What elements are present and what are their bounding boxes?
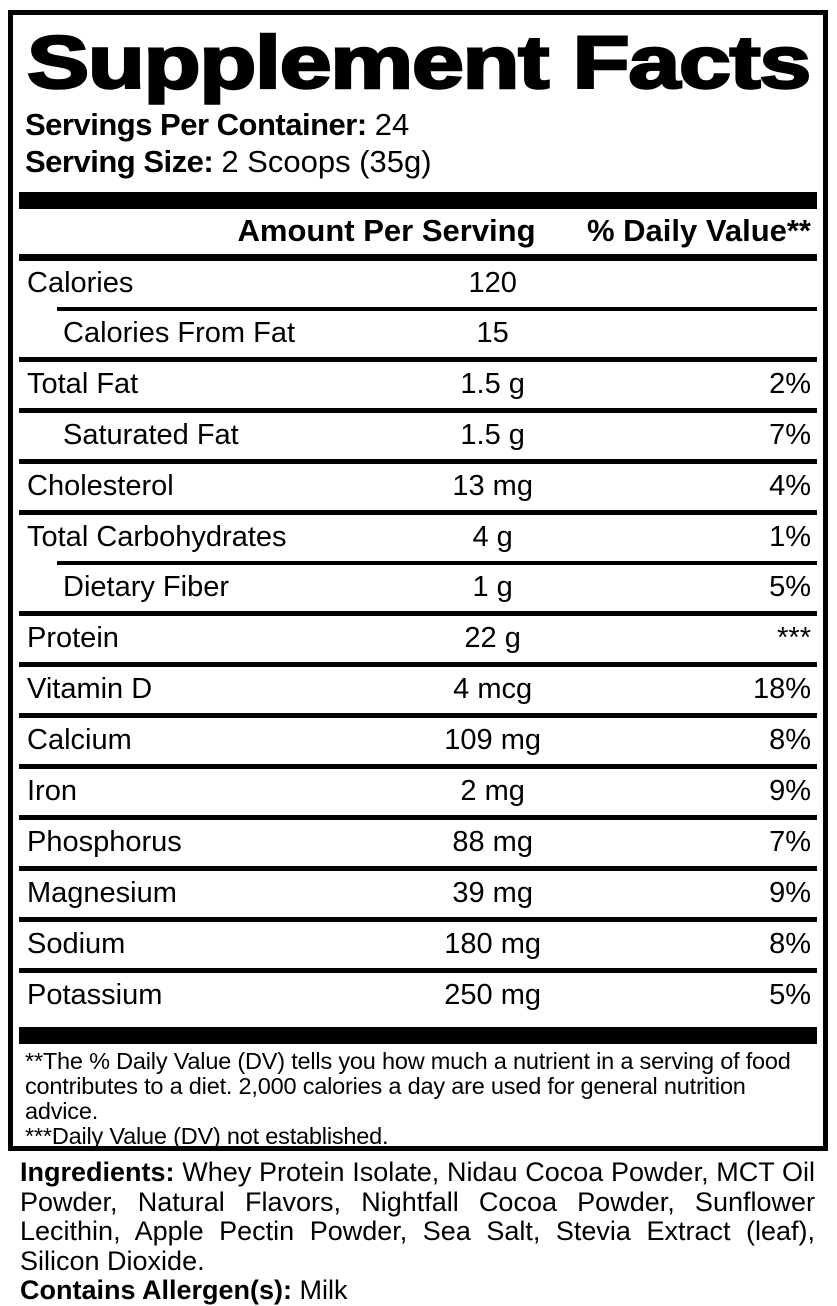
daily-value-footnote: **The % Daily Value (DV) tells you how m… bbox=[25, 1048, 791, 1124]
row-separator bbox=[19, 815, 817, 820]
row-separator bbox=[57, 307, 817, 311]
row-separator bbox=[19, 662, 817, 667]
row-separator bbox=[19, 510, 817, 515]
nutrient-row: Vitamin D 4 mcg 18% bbox=[25, 667, 811, 713]
nutrient-daily-value: 8% bbox=[769, 928, 811, 960]
daily-value-header: % Daily Value** bbox=[586, 213, 811, 248]
supplement-facts-label: { "title": "Supplement Facts", "servings… bbox=[8, 10, 828, 1305]
nutrient-name: Saturated Fat bbox=[63, 419, 239, 451]
nutrient-row: Cholesterol 13 mg 4% bbox=[25, 464, 811, 510]
row-separator bbox=[19, 968, 817, 973]
row-separator bbox=[19, 917, 817, 922]
table-header-row: Amount Per Serving % Daily Value** bbox=[25, 209, 811, 254]
nutrient-row: Phosphorus 88 mg 7% bbox=[25, 820, 811, 866]
nutrient-name: Calories From Fat bbox=[63, 317, 296, 349]
nutrient-amount: 250 mg bbox=[444, 979, 542, 1011]
nutrient-daily-value: 8% bbox=[769, 724, 811, 756]
ingredients-value: Whey Protein Isolate, Nidau Cocoa Powder… bbox=[20, 1157, 815, 1276]
nutrient-daily-value: 7% bbox=[769, 419, 811, 451]
row-separator bbox=[19, 357, 817, 362]
servings-per-container-label: Servings Per Container: bbox=[25, 107, 367, 142]
nutrient-row: Magnesium 39 mg 9% bbox=[25, 871, 811, 917]
nutrient-name: Calcium bbox=[27, 724, 132, 756]
nutrient-daily-value: 9% bbox=[769, 877, 811, 909]
nutrient-daily-value: 2% bbox=[769, 368, 811, 400]
nutrient-amount: 88 mg bbox=[452, 826, 533, 858]
nutrient-amount: 1.5 g bbox=[460, 368, 525, 400]
nutrient-daily-value: 1% bbox=[769, 521, 811, 553]
nutrient-row: Calcium 109 mg 8% bbox=[25, 718, 811, 764]
row-separator bbox=[19, 866, 817, 871]
ingredients-section: Ingredients: Whey Protein Isolate, Nidau… bbox=[20, 1157, 815, 1306]
nutrient-row: Dietary Fiber 1 g 5% bbox=[25, 565, 811, 611]
panel-title-text: Supplement Facts bbox=[27, 22, 810, 104]
thick-divider-bottom bbox=[19, 1027, 817, 1044]
nutrient-amount: 2 mg bbox=[460, 775, 525, 807]
panel-title: Supplement Facts bbox=[26, 22, 813, 105]
row-separator bbox=[19, 611, 817, 616]
nutrient-name: Cholesterol bbox=[27, 470, 174, 502]
ingredients-label: Ingredients: bbox=[20, 1157, 175, 1187]
ingredients-line: Ingredients: Whey Protein Isolate, Nidau… bbox=[20, 1157, 815, 1276]
facts-panel: Supplement Facts Servings Per Container:… bbox=[8, 10, 828, 1151]
allergen-line: Contains Allergen(s): Milk bbox=[20, 1275, 815, 1306]
nutrient-name: Total Fat bbox=[27, 368, 139, 400]
not-established-footnote: ***Daily Value (DV) not established. bbox=[25, 1123, 389, 1149]
nutrient-row: Total Fat 1.5 g 2% bbox=[25, 362, 811, 408]
nutrient-amount: 15 bbox=[476, 317, 509, 349]
nutrient-daily-value: 9% bbox=[769, 775, 811, 807]
allergen-label: Contains Allergen(s): bbox=[20, 1275, 293, 1305]
footnotes: **The % Daily Value (DV) tells you how m… bbox=[25, 1044, 811, 1149]
nutrient-amount: 39 mg bbox=[452, 877, 533, 909]
header-underline bbox=[19, 254, 817, 261]
allergen-value: Milk bbox=[292, 1275, 348, 1305]
nutrient-row: Iron 2 mg 9% bbox=[25, 769, 811, 815]
row-separator bbox=[19, 713, 817, 718]
nutrient-row: Protein 22 g *** bbox=[25, 616, 811, 662]
nutrient-row: Saturated Fat 1.5 g 7% bbox=[25, 413, 811, 459]
nutrient-table-body: Calories 120 Calories From Fat 15 Total … bbox=[19, 261, 817, 1019]
thick-divider-top bbox=[19, 192, 817, 209]
nutrient-row: Sodium 180 mg 8% bbox=[25, 922, 811, 968]
nutrient-daily-value: 5% bbox=[769, 571, 811, 603]
nutrient-row: Potassium 250 mg 5% bbox=[25, 973, 811, 1019]
nutrient-name: Phosphorus bbox=[27, 826, 182, 858]
nutrient-name: Magnesium bbox=[27, 877, 177, 909]
serving-size-label: Serving Size: bbox=[25, 144, 214, 179]
nutrient-name: Iron bbox=[27, 775, 77, 807]
nutrient-daily-value: 4% bbox=[769, 470, 811, 502]
servings-per-container-line: Servings Per Container: 24 bbox=[25, 106, 811, 143]
nutrient-amount: 109 mg bbox=[444, 724, 542, 756]
row-separator bbox=[19, 459, 817, 464]
nutrient-row: Calories From Fat 15 bbox=[25, 311, 811, 357]
nutrient-name: Potassium bbox=[27, 979, 163, 1011]
nutrient-name: Vitamin D bbox=[27, 673, 153, 705]
nutrient-name: Dietary Fiber bbox=[63, 571, 229, 603]
nutrient-amount: 22 g bbox=[464, 622, 521, 654]
servings-per-container-value: 24 bbox=[374, 107, 410, 142]
nutrient-name: Protein bbox=[27, 622, 119, 654]
nutrient-name: Sodium bbox=[27, 928, 126, 960]
nutrient-daily-value: *** bbox=[777, 622, 811, 654]
nutrient-daily-value: 5% bbox=[769, 979, 811, 1011]
nutrient-amount: 4 mcg bbox=[453, 673, 533, 705]
nutrient-amount: 1 g bbox=[472, 571, 513, 603]
row-separator bbox=[19, 764, 817, 769]
nutrient-amount: 13 mg bbox=[452, 470, 533, 502]
nutrient-row: Calories 120 bbox=[25, 261, 811, 307]
nutrient-daily-value: 18% bbox=[752, 673, 811, 705]
nutrient-amount: 120 bbox=[468, 267, 517, 299]
nutrient-daily-value: 7% bbox=[769, 826, 811, 858]
serving-size-value: 2 Scoops (35g) bbox=[221, 144, 432, 179]
nutrient-name: Calories bbox=[27, 267, 134, 299]
amount-per-serving-header: Amount Per Serving bbox=[237, 213, 536, 248]
serving-size-line: Serving Size: 2 Scoops (35g) bbox=[25, 143, 811, 180]
row-separator bbox=[19, 408, 817, 413]
row-separator bbox=[57, 561, 817, 565]
nutrient-row: Total Carbohydrates 4 g 1% bbox=[25, 515, 811, 561]
nutrient-name: Total Carbohydrates bbox=[27, 521, 287, 553]
nutrient-amount: 180 mg bbox=[444, 928, 542, 960]
nutrient-amount: 4 g bbox=[472, 521, 513, 553]
nutrient-amount: 1.5 g bbox=[460, 419, 525, 451]
